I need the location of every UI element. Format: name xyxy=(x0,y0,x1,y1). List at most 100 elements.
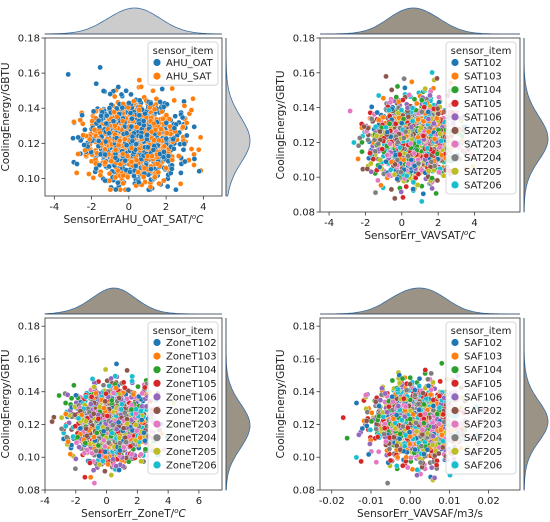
data-point xyxy=(384,129,391,135)
data-point xyxy=(81,142,87,148)
data-point xyxy=(375,177,381,184)
data-point xyxy=(130,98,137,104)
x-tick-label: 0.01 xyxy=(438,496,460,507)
data-point xyxy=(145,144,151,151)
data-point xyxy=(367,150,373,156)
data-point xyxy=(130,391,137,398)
data-point xyxy=(385,172,392,178)
data-point xyxy=(112,146,119,153)
data-point xyxy=(118,406,124,413)
data-point xyxy=(410,179,417,186)
legend-marker xyxy=(153,406,161,415)
data-point xyxy=(100,88,107,94)
legend-label: AHU_SAT xyxy=(166,72,212,83)
x-axis-label: SensorErr_VAVSAF/m3/s xyxy=(357,508,483,520)
data-point xyxy=(80,132,86,138)
data-point xyxy=(104,413,111,419)
data-point xyxy=(420,133,427,139)
data-point xyxy=(151,120,157,127)
data-point xyxy=(398,120,405,126)
data-point xyxy=(128,401,135,408)
data-point xyxy=(113,361,120,367)
panel-vav-sat-sensor-error: -4 -2 0 2 40.080.100.120.140.160.18SensorErr… xyxy=(275,7,549,242)
data-point xyxy=(102,443,108,450)
data-point xyxy=(437,131,443,137)
data-point xyxy=(188,107,195,113)
data-point xyxy=(372,189,379,196)
data-point xyxy=(117,161,124,168)
data-point xyxy=(129,451,135,458)
data-point xyxy=(93,165,99,172)
data-point xyxy=(425,128,432,135)
legend-marker xyxy=(153,58,161,67)
data-point xyxy=(440,172,447,179)
data-point xyxy=(400,97,406,103)
data-point xyxy=(153,96,160,102)
data-point xyxy=(62,400,69,406)
x-tick-label: 4 xyxy=(200,202,206,213)
data-point xyxy=(140,118,147,124)
y-tick-label: 0.10 xyxy=(293,453,315,464)
data-point xyxy=(91,480,98,486)
data-point xyxy=(402,85,408,91)
legend-title: sensor_item xyxy=(153,326,214,337)
data-point xyxy=(388,186,395,193)
data-point xyxy=(119,104,126,111)
legend: sensor_itemZoneT102ZoneT103ZoneT104ZoneT… xyxy=(147,321,219,475)
data-point xyxy=(95,138,102,144)
data-point xyxy=(82,474,88,481)
legend-label: SAT103 xyxy=(464,72,502,83)
data-point xyxy=(88,393,95,400)
y-tick-label: 0.10 xyxy=(18,174,40,185)
data-point xyxy=(141,165,148,172)
y-axis-label: CoolingEnergy/GBTU xyxy=(0,62,12,171)
x-tick-label: 4 xyxy=(471,218,477,229)
y-axis-label: CoolingEnergy/GBTU xyxy=(0,349,12,458)
data-point xyxy=(383,73,389,80)
y-tick-label: 0.16 xyxy=(293,68,315,79)
plot-area xyxy=(44,37,223,197)
data-point xyxy=(138,133,144,140)
data-point xyxy=(73,456,79,462)
data-point xyxy=(387,166,394,173)
data-point xyxy=(113,463,119,469)
legend-label: SAT206 xyxy=(464,180,502,191)
data-point xyxy=(106,383,112,389)
data-point xyxy=(418,125,425,131)
data-point xyxy=(387,140,393,147)
data-point xyxy=(188,146,195,152)
legend-marker xyxy=(153,72,161,80)
x-marginal-kde xyxy=(320,7,520,35)
data-point xyxy=(112,174,119,181)
data-point xyxy=(127,110,134,116)
data-point xyxy=(129,373,135,380)
data-point xyxy=(95,117,102,124)
data-point xyxy=(123,130,130,137)
data-point xyxy=(103,112,110,119)
data-point xyxy=(158,126,164,132)
data-point xyxy=(126,100,132,106)
legend-title: sensor_item xyxy=(153,46,214,57)
data-point xyxy=(142,110,148,117)
data-point xyxy=(434,75,440,82)
y-tick-label: 0.12 xyxy=(293,138,315,149)
legend-marker xyxy=(451,154,459,162)
data-point xyxy=(429,69,435,76)
data-point xyxy=(98,113,104,119)
data-point xyxy=(392,121,399,127)
y-tick-label: 0.08 xyxy=(293,486,315,497)
data-point xyxy=(181,158,188,165)
data-point xyxy=(407,140,414,147)
data-point xyxy=(106,105,113,111)
data-point xyxy=(144,132,150,138)
x-axis-label: SensorErr_ZoneT/oC xyxy=(81,507,186,520)
data-point xyxy=(111,93,118,100)
data-point xyxy=(147,100,154,107)
data-point xyxy=(393,94,400,100)
data-point xyxy=(434,177,441,184)
legend-marker xyxy=(451,72,459,80)
data-point xyxy=(112,154,119,161)
data-point xyxy=(124,420,130,427)
x-tick-label: 2 xyxy=(435,218,441,229)
data-point xyxy=(425,109,432,115)
